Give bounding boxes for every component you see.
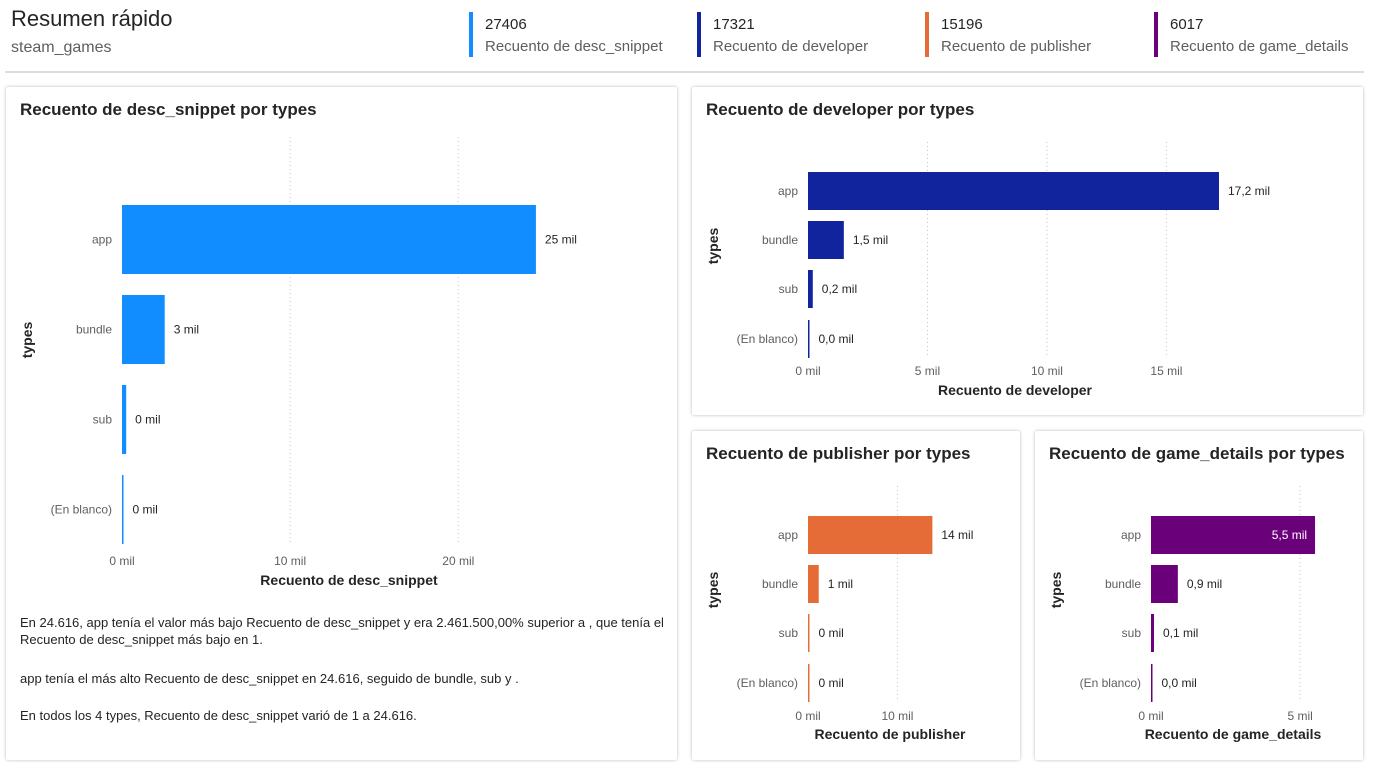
bar-bundle [808,221,844,259]
category-label: sub [1122,626,1142,640]
dataset-name: steam_games [11,39,112,56]
chart-title: Recuento de desc_snippet por types [20,100,317,119]
x-tick-label: 0 mil [795,709,820,723]
report-header: Resumen rápido steam_games 27406 Recuent… [0,0,1391,72]
bar-app [122,205,536,274]
x-tick-label: 10 mil [1031,364,1063,378]
x-tick-label: 15 mil [1150,364,1182,378]
x-axis-title: Recuento de desc_snippet [260,572,438,588]
x-axis-title: Recuento de publisher [815,726,966,742]
category-label: (En blanco) [1080,676,1141,690]
x-tick-label: 10 mil [274,554,306,568]
category-label: bundle [76,323,112,337]
bar-app [1151,516,1316,554]
chart-title: Recuento de developer por types [706,100,975,119]
x-tick-label: 5 mil [915,364,940,378]
developer-chart-card[interactable]: Recuento de developer por types 0 mil 5 m… [692,87,1363,415]
chart-title: Recuento de game_details por types [1049,444,1345,463]
data-label: 0,0 mil [1162,676,1197,690]
kpi-value: 6017 [1170,16,1204,33]
bar-enblanco [808,664,810,702]
kpi-label: Recuento de game_details [1170,38,1349,55]
kpi-card-desc-snippet[interactable]: 27406 Recuento de desc_snippet [469,12,663,57]
game-details-bar-chart[interactable]: 0 mil 5 mil Recuento de game_details types a… [1035,431,1363,760]
category-label: bundle [762,233,798,247]
y-axis-title: types [705,572,721,609]
kpi-label: Recuento de publisher [941,38,1092,55]
y-axis-title: types [1048,572,1064,609]
publisher-chart-card[interactable]: Recuento de publisher por types 0 mil 10 … [692,431,1020,760]
category-label: sub [779,626,799,640]
bar-app [808,516,933,554]
x-tick-label: 0 mil [1138,709,1163,723]
bar-bundle [122,295,165,364]
kpi-card-publisher[interactable]: 15196 Recuento de publisher [925,12,1091,57]
x-axis-title: Recuento de game_details [1145,726,1322,742]
desc-snippet-chart-card[interactable]: Recuento de desc_snippet por types 0 mil… [6,87,677,760]
chart-title: Recuento de publisher por types [706,444,971,463]
kpi-card-developer[interactable]: 17321 Recuento de developer [697,12,868,57]
y-axis-title: types [19,322,35,359]
data-label: 0,2 mil [822,282,857,296]
publisher-bar-chart[interactable]: 0 mil 10 mil Recuento de publisher types app… [692,431,1020,760]
category-label: (En blanco) [737,676,798,690]
data-label: 0,1 mil [1163,626,1198,640]
data-label: 0 mil [819,676,844,690]
x-tick-label: 20 mil [442,554,474,568]
category-label: sub [93,413,113,427]
x-tick-label: 0 mil [109,554,134,568]
bar-bundle [1151,565,1178,603]
data-label: 0 mil [819,626,844,640]
data-label: 17,2 mil [1228,184,1270,198]
x-tick-label: 5 mil [1287,709,1312,723]
smart-narrative-line-2: app tenía el más alto Recuento de desc_s… [20,671,519,686]
bar-sub [1151,614,1154,652]
data-label: 0 mil [133,503,158,517]
game-details-chart-card[interactable]: Recuento de game_details por types 0 mil… [1035,431,1363,760]
category-label: bundle [762,577,798,591]
category-label: (En blanco) [51,503,112,517]
kpi-value: 17321 [713,16,755,33]
data-label: 14 mil [941,528,973,542]
page-title: Resumen rápido [11,6,173,31]
y-axis-title: types [705,228,721,265]
kpi-card-game-details[interactable]: 6017 Recuento de game_details [1154,12,1348,57]
data-label: 25 mil [545,233,577,247]
smart-narrative-line-3: En todos los 4 types, Recuento de desc_s… [20,708,417,723]
data-label: 0 mil [135,413,160,427]
bar-enblanco [1151,664,1153,702]
x-axis-title: Recuento de developer [938,382,1093,398]
data-label: 1 mil [828,577,853,591]
data-label: 5,5 mil [1272,528,1307,542]
desc-snippet-bar-chart[interactable]: 0 mil 10 mil 20 mil Recuento de desc_snippe… [6,87,677,607]
data-label: 1,5 mil [853,233,888,247]
kpi-label: Recuento de desc_snippet [485,38,663,55]
bar-enblanco [122,475,124,544]
data-label: 3 mil [174,323,199,337]
x-tick-label: 0 mil [795,364,820,378]
category-label: app [92,233,112,247]
category-label: bundle [1105,577,1141,591]
data-label: 0,0 mil [819,332,854,346]
bar-bundle [808,565,819,603]
category-label: sub [779,282,799,296]
category-label: app [778,528,798,542]
x-tick-label: 10 mil [881,709,913,723]
category-label: app [1121,528,1141,542]
smart-narrative-line-1: En 24.616, app tenía el valor más bajo R… [20,615,664,647]
kpi-value: 15196 [941,16,983,33]
category-label: (En blanco) [737,332,798,346]
data-label: 0,9 mil [1187,577,1222,591]
kpi-label: Recuento de developer [713,38,869,55]
kpi-value: 27406 [485,16,527,33]
category-label: app [778,184,798,198]
header-divider [5,71,1364,73]
bar-app [808,172,1219,210]
bar-sub [122,385,127,454]
bar-sub [808,270,813,308]
bar-enblanco [808,320,810,358]
bar-sub [808,614,810,652]
